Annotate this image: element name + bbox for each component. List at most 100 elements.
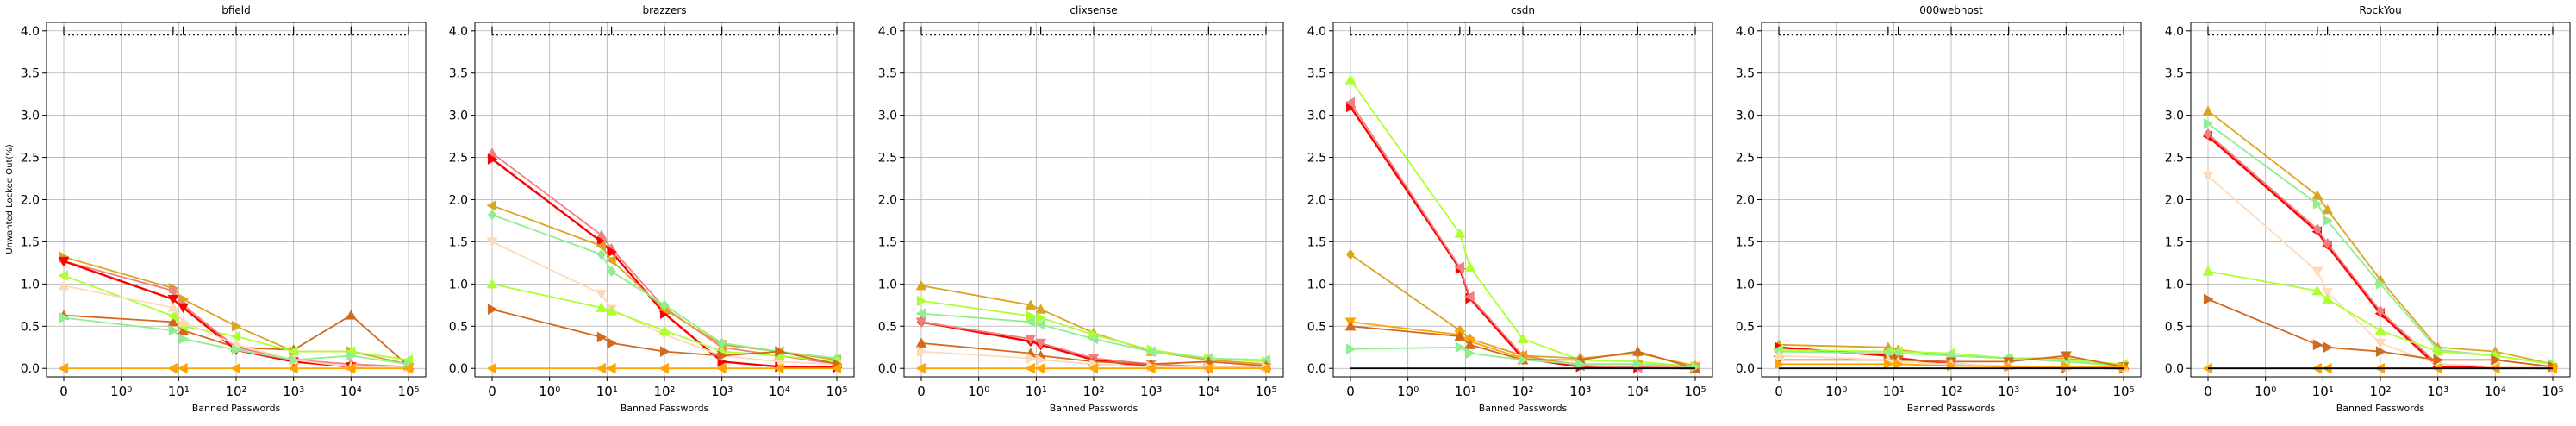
series-point xyxy=(58,270,69,281)
y-tick-label: 3.5 xyxy=(1736,67,1755,81)
chart-title: RockYou xyxy=(2359,4,2401,16)
series-point xyxy=(1036,312,1047,323)
x-tick-label: 10³ xyxy=(2427,384,2448,399)
x-tick-label: 10² xyxy=(225,384,246,399)
series-point xyxy=(402,362,414,374)
series-point xyxy=(1035,318,1045,330)
series-point xyxy=(2322,288,2334,298)
series-point xyxy=(1345,343,1357,355)
y-tick-label: 1.0 xyxy=(449,278,468,291)
series-point xyxy=(58,256,70,267)
x-tick-label: 0 xyxy=(917,384,926,399)
x-tick-label: 10³ xyxy=(1998,384,2019,399)
x-tick-label: 10² xyxy=(1940,384,1962,399)
series-point xyxy=(1454,261,1464,273)
y-tick-label: 1.0 xyxy=(878,278,897,291)
series-point xyxy=(288,362,298,374)
x-tick-label: 0 xyxy=(1775,384,1783,399)
series-point xyxy=(2203,293,2214,305)
series-point xyxy=(1035,304,1047,314)
x-tick-label: 10⁰ xyxy=(539,384,560,399)
series-point xyxy=(1454,330,1466,341)
y-tick-label: 4.0 xyxy=(878,25,897,39)
series-point xyxy=(596,248,606,260)
series-point xyxy=(1464,291,1475,303)
y-tick-label: 3.0 xyxy=(21,110,40,123)
series-point xyxy=(167,316,179,327)
series-point xyxy=(346,350,357,361)
series-point xyxy=(596,302,608,312)
x-tick-label: 0 xyxy=(2204,384,2212,399)
series-point xyxy=(606,254,616,266)
y-tick-label: 0.5 xyxy=(1307,320,1326,334)
y-tick-label: 1.0 xyxy=(1307,278,1326,291)
series-point xyxy=(1145,346,1156,358)
series-point xyxy=(487,209,497,221)
y-tick-label: 2.5 xyxy=(2165,152,2184,166)
x-tick-label: 10⁵ xyxy=(397,384,419,399)
y-tick-label: 3.5 xyxy=(878,67,897,81)
series-point xyxy=(58,279,70,291)
series-point xyxy=(1345,248,1356,260)
series-point xyxy=(716,362,727,374)
series-point xyxy=(658,324,671,335)
x-tick-label: 10⁰ xyxy=(110,384,132,399)
y-tick-label: 2.0 xyxy=(1307,194,1326,208)
series-point xyxy=(915,279,927,291)
x-axis-label: Banned Passwords xyxy=(192,403,281,414)
series-point xyxy=(915,317,927,328)
chart-panel-2: 0.0 0.5 1.0 1.5 2.0 2.5 3.0 3.5 4.0 0 10⁰ 10¹ 10² 10³… xyxy=(878,4,1284,414)
y-tick-label: 1.0 xyxy=(21,278,40,291)
series-point xyxy=(178,362,188,374)
x-tick-label: 10¹ xyxy=(1455,384,1476,399)
y-tick-label: 2.0 xyxy=(1736,194,1755,208)
chart-panel-3: 0.0 0.5 1.0 1.5 2.0 2.5 3.0 3.5 4.0 0 10⁰ 10¹ 10² 10³… xyxy=(1307,4,1713,414)
y-tick-label: 4.0 xyxy=(21,25,40,39)
x-tick-label: 10¹ xyxy=(168,384,190,399)
x-tick-label: 10⁴ xyxy=(2055,384,2077,399)
x-tick-label: 10⁴ xyxy=(340,384,362,399)
y-tick-label: 3.0 xyxy=(1307,110,1326,123)
chart-title: clixsense xyxy=(1070,4,1117,16)
x-tick-label: 10⁴ xyxy=(1627,384,1649,399)
series-point xyxy=(1088,333,1099,345)
chart-title: csdn xyxy=(1511,4,1535,16)
y-tick-label: 0.5 xyxy=(449,320,468,334)
chart-title: brazzers xyxy=(642,4,686,16)
series-point xyxy=(1883,358,1894,370)
series-point xyxy=(606,362,616,374)
x-tick-label: 10⁴ xyxy=(1198,384,1219,399)
y-tick-label: 0.0 xyxy=(1736,362,1755,376)
x-axis-label: Banned Passwords xyxy=(1050,403,1138,414)
series-point xyxy=(2060,351,2072,362)
series-point xyxy=(2375,346,2386,358)
y-tick-label: 1.0 xyxy=(2165,278,2184,291)
series-point xyxy=(1575,358,1587,370)
y-tick-label: 0.0 xyxy=(878,362,897,376)
y-tick-label: 1.5 xyxy=(2165,235,2184,249)
series-point xyxy=(1202,362,1213,374)
series-point xyxy=(658,362,670,374)
chart-title: bfield xyxy=(221,4,251,16)
x-axis-label: Banned Passwords xyxy=(1479,403,1568,414)
y-tick-label: 4.0 xyxy=(2165,25,2184,39)
x-tick-label: 10⁴ xyxy=(2485,384,2506,399)
y-tick-label: 0.0 xyxy=(2165,362,2184,376)
series-point xyxy=(2004,360,2015,373)
y-tick-label: 3.0 xyxy=(1736,110,1755,123)
series-point xyxy=(2375,305,2386,317)
series-point xyxy=(2322,293,2334,304)
series-point xyxy=(2374,338,2386,349)
series-point xyxy=(596,240,606,252)
series-point xyxy=(230,362,241,374)
series-point xyxy=(2432,346,2444,356)
x-tick-label: 10² xyxy=(1512,384,1533,399)
series-point xyxy=(2311,266,2323,278)
y-tick-label: 3.5 xyxy=(449,67,468,81)
series-point xyxy=(2203,128,2213,140)
y-tick-label: 4.0 xyxy=(449,25,468,39)
series-point xyxy=(596,362,606,374)
y-tick-label: 4.0 xyxy=(1307,25,1326,39)
series-point xyxy=(1464,339,1476,349)
